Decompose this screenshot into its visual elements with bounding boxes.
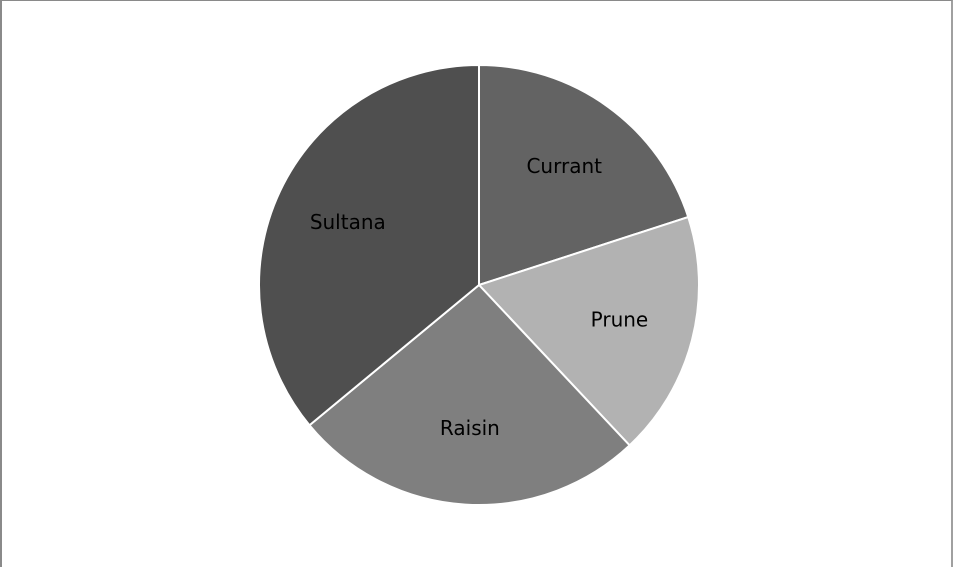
- pie-label-sultana: Sultana: [310, 210, 386, 234]
- pie-slice-currant: [478, 63, 690, 287]
- pie-label-currant: Currant: [526, 154, 602, 178]
- pie-label-raisin: Raisin: [440, 416, 500, 440]
- pie-slice-sultana: [258, 63, 480, 427]
- pie-slice-prune: [477, 215, 700, 447]
- pie-slice-raisin: [308, 283, 632, 506]
- pie-slices: [258, 63, 700, 506]
- pie-label-prune: Prune: [591, 308, 649, 332]
- pie-labels: Currant Prune Raisin Sultana: [310, 154, 648, 440]
